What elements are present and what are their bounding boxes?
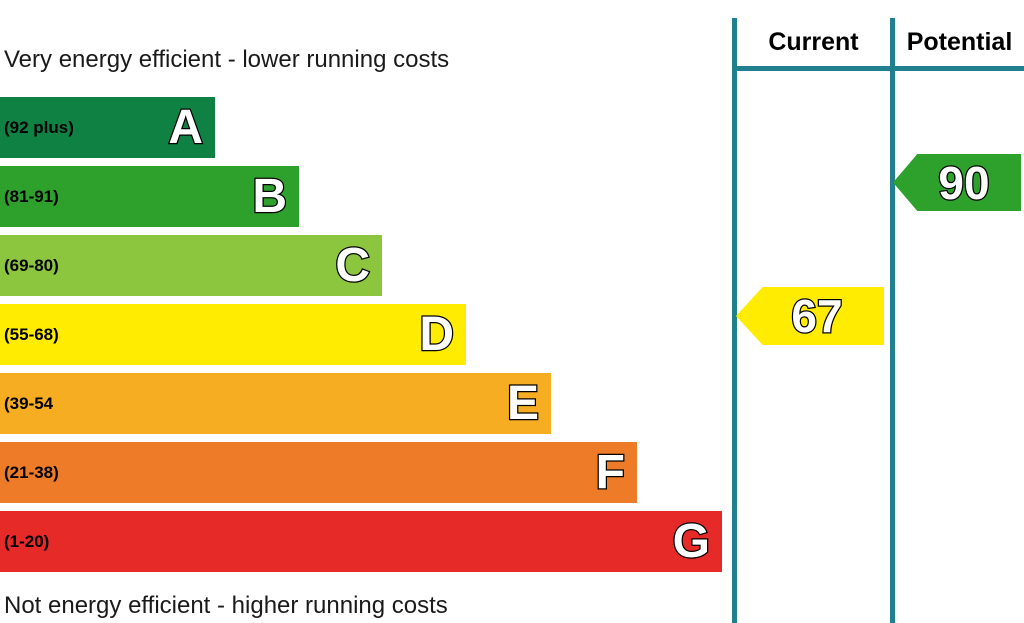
potential-column-header: Potential: [906, 28, 1013, 56]
band-row-c: (69-80) C: [0, 235, 382, 296]
current-column-divider: [732, 18, 737, 623]
band-row-d: (55-68) D: [0, 304, 466, 365]
band-range-label: (1-20): [4, 531, 50, 551]
potential-rating-arrow-icon: 90: [893, 154, 1021, 211]
bottom-caption: Not energy efficient - higher running co…: [4, 592, 448, 619]
band-range-label: (21-38): [4, 462, 59, 482]
band-bars: (92 plus) A (81-91) B (69-80) C (55-68) …: [0, 97, 722, 580]
band-range-label: (92 plus): [4, 117, 74, 137]
band-row-f: (21-38) F: [0, 442, 637, 503]
band-row-e: (39-54 E: [0, 373, 551, 434]
band-range-label: (55-68): [4, 324, 59, 344]
band-letter: C: [334, 238, 371, 292]
current-rating-arrow-icon: 67: [736, 287, 884, 345]
header-underline: [732, 66, 1024, 71]
current-column-header: Current: [768, 28, 859, 56]
band-letter: A: [167, 100, 204, 154]
current-rating-value: 67: [790, 290, 844, 342]
top-caption: Very energy efficient - lower running co…: [4, 46, 450, 73]
band-letter: E: [506, 376, 541, 430]
band-row-b: (81-91) B: [0, 166, 299, 227]
band-letter: B: [251, 169, 288, 223]
band-letter: G: [671, 514, 711, 568]
band-row-a: (92 plus) A: [0, 97, 215, 158]
potential-column-divider: [890, 18, 895, 623]
band-letter: D: [418, 307, 455, 361]
band-range-label: (69-80): [4, 255, 59, 275]
band-range-label: (81-91): [4, 186, 59, 206]
potential-rating-value: 90: [937, 156, 991, 209]
band-range-label: (39-54: [4, 393, 54, 413]
band-row-g: (1-20) G: [0, 511, 722, 572]
band-letter: F: [594, 445, 626, 499]
